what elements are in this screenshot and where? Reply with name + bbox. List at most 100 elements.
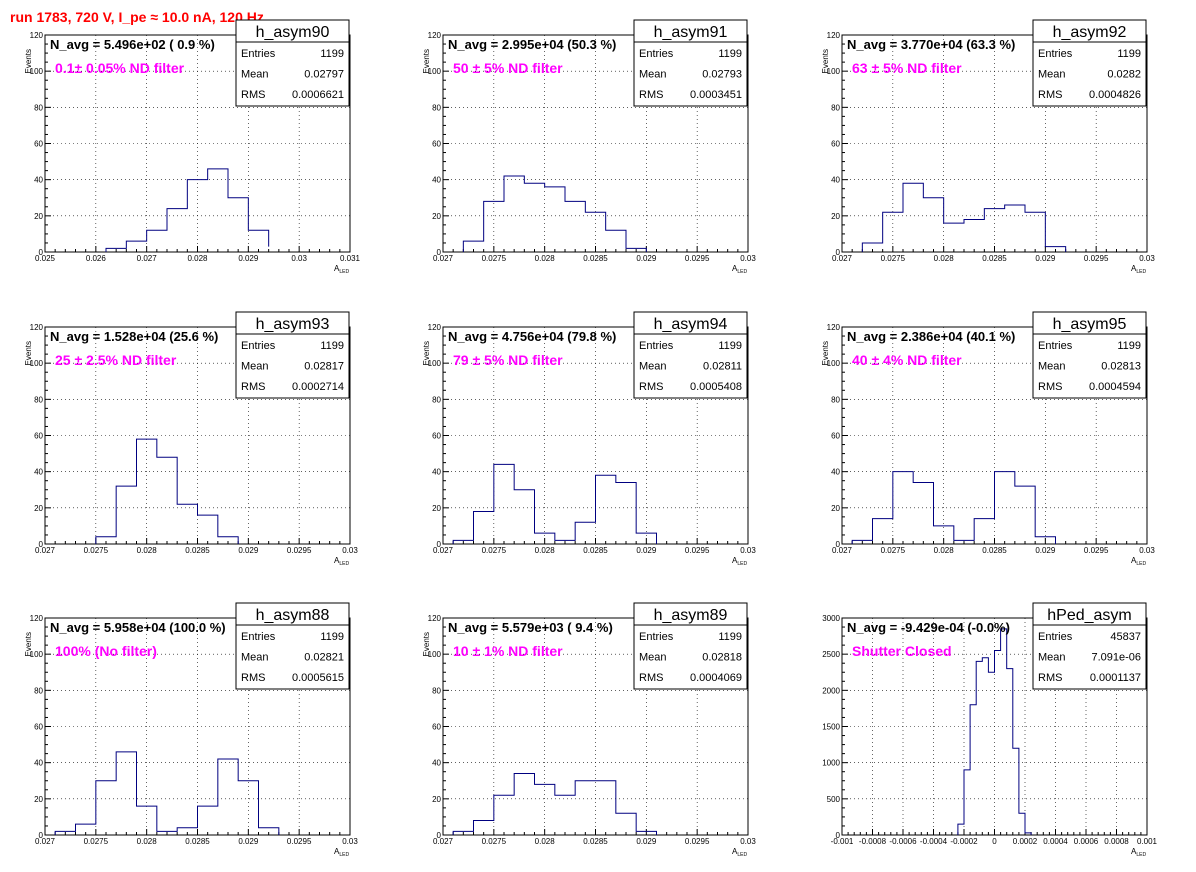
- y-tick-label: 100: [428, 359, 442, 368]
- y-tick-label: 0: [437, 540, 442, 549]
- x-axis-label: ALED: [334, 556, 349, 567]
- x-tick-label: 0.0275: [482, 546, 507, 555]
- stats-value: 1199: [1117, 340, 1141, 352]
- x-tick-label: 0.0295: [287, 837, 312, 846]
- y-tick-label: 80: [34, 686, 43, 695]
- histogram-series: [452, 463, 657, 544]
- stats-title: h_asym90: [256, 24, 330, 41]
- stats-value: 0.0004826: [1089, 89, 1141, 101]
- y-axis-label: Events: [821, 341, 830, 365]
- stats-value: 0.02813: [1101, 361, 1141, 373]
- stats-value: 0.0003451: [690, 89, 742, 101]
- y-tick-label: 60: [432, 432, 441, 441]
- y-tick-label: 0: [836, 540, 841, 549]
- stats-box: [633, 19, 748, 107]
- x-tick-label: 0.03: [740, 254, 756, 263]
- stats-key: Mean: [241, 69, 269, 81]
- stats-key: RMS: [639, 672, 663, 684]
- stats-value: 0.0006621: [292, 89, 344, 101]
- y-tick-label: 40: [432, 468, 441, 477]
- y-tick-label: 40: [34, 759, 43, 768]
- stats-value: 45837: [1110, 631, 1141, 643]
- x-axis-label: ALED: [1131, 847, 1146, 858]
- x-tick-label: 0.027: [433, 254, 454, 263]
- x-tick-label: 0.029: [1035, 254, 1056, 263]
- stats-box: [1032, 19, 1147, 107]
- n-avg-annotation: N_avg = 2.386e+04 (40.1 %): [847, 329, 1015, 344]
- stats-value: 1199: [718, 631, 742, 643]
- x-tick-label: 0.0295: [1084, 254, 1109, 263]
- filter-label: 40 ± 4% ND filter: [852, 352, 962, 368]
- stats-title: h_asym88: [256, 607, 330, 624]
- x-tick-label: 0.03: [1139, 254, 1155, 263]
- x-tick-label: 0.0275: [84, 546, 109, 555]
- y-tick-label: 0: [437, 248, 442, 257]
- x-tick-label: 0: [992, 837, 997, 846]
- page-title: run 1783, 720 V, I_pe ≈ 10.0 nA, 120 Hz: [10, 9, 264, 25]
- stats-key: Entries: [1038, 340, 1073, 352]
- stats-value: 0.02818: [702, 652, 742, 664]
- histogram-series: [95, 438, 239, 544]
- y-tick-label: 60: [432, 140, 441, 149]
- y-tick-label: 1500: [822, 723, 840, 732]
- stats-key: Mean: [639, 652, 667, 664]
- y-tick-label: 2500: [822, 650, 840, 659]
- y-axis-label: Events: [821, 49, 830, 73]
- x-tick-label: 0.0285: [583, 254, 608, 263]
- x-tick-label: 0.03: [1139, 546, 1155, 555]
- x-tick-label: 0.0275: [84, 837, 109, 846]
- x-tick-label: 0.0004: [1043, 837, 1068, 846]
- y-axis-label: Events: [422, 632, 431, 656]
- y-tick-label: 0: [836, 831, 841, 840]
- y-tick-label: 60: [831, 432, 840, 441]
- stats-value: 1199: [320, 631, 344, 643]
- x-tick-label: 0.0295: [287, 546, 312, 555]
- y-tick-label: 0: [39, 540, 44, 549]
- y-tick-label: 40: [432, 759, 441, 768]
- n-avg-annotation: N_avg = 5.579e+03 ( 9.4 %): [448, 620, 613, 635]
- y-tick-label: 120: [30, 31, 44, 40]
- stats-key: Entries: [639, 48, 674, 60]
- x-tick-label: 0.028: [535, 546, 556, 555]
- histogram-panel-h_asym95: 0.027 0.0275 0.028 0.0285 0.029 0.0295 0.03 0 20…: [821, 311, 1155, 567]
- y-tick-label: 80: [432, 103, 441, 112]
- filter-label: 79 ± 5% ND filter: [453, 352, 563, 368]
- x-tick-label: 0.029: [238, 837, 259, 846]
- x-tick-label: 0.03: [291, 254, 307, 263]
- y-tick-label: 80: [432, 395, 441, 404]
- histogram-series: [54, 751, 280, 835]
- stats-value: 0.0005408: [690, 381, 742, 393]
- n-avg-annotation: N_avg = 5.958e+04 (100.0 %): [50, 620, 226, 635]
- stats-title: h_asym94: [654, 316, 728, 333]
- filter-label: 63 ± 5% ND filter: [852, 60, 962, 76]
- n-avg-annotation: N_avg = 1.528e+04 (25.6 %): [50, 329, 218, 344]
- y-tick-label: 120: [428, 323, 442, 332]
- y-tick-label: 80: [34, 103, 43, 112]
- stats-title: hPed_asym: [1047, 607, 1132, 624]
- y-tick-label: 60: [831, 140, 840, 149]
- stats-value: 1199: [1117, 48, 1141, 60]
- stats-key: Mean: [241, 361, 269, 373]
- x-axis-label: ALED: [334, 264, 349, 275]
- stats-value: 1199: [320, 48, 344, 60]
- x-tick-label: 0.03: [740, 546, 756, 555]
- x-tick-label: 0.027: [35, 837, 56, 846]
- stats-value: 0.02811: [703, 361, 742, 373]
- stats-key: RMS: [639, 89, 663, 101]
- stats-box: [235, 19, 350, 107]
- x-tick-label: 0.026: [86, 254, 107, 263]
- n-avg-annotation: N_avg = 2.995e+04 (50.3 %): [448, 37, 616, 52]
- y-tick-label: 80: [831, 395, 840, 404]
- y-tick-label: 120: [827, 31, 841, 40]
- x-tick-label: 0.0295: [685, 837, 710, 846]
- y-tick-label: 20: [831, 212, 840, 221]
- y-tick-label: 100: [30, 650, 44, 659]
- y-tick-label: 100: [827, 359, 841, 368]
- x-tick-label: 0.027: [433, 546, 454, 555]
- y-tick-label: 120: [827, 323, 841, 332]
- x-tick-label: -0.0002: [950, 837, 978, 846]
- x-tick-label: 0.0002: [1013, 837, 1038, 846]
- histogram-panel-h_asym91: 0.027 0.0275 0.028 0.0285 0.029 0.0295 0.03 0 20…: [422, 19, 756, 275]
- x-tick-label: 0.025: [35, 254, 56, 263]
